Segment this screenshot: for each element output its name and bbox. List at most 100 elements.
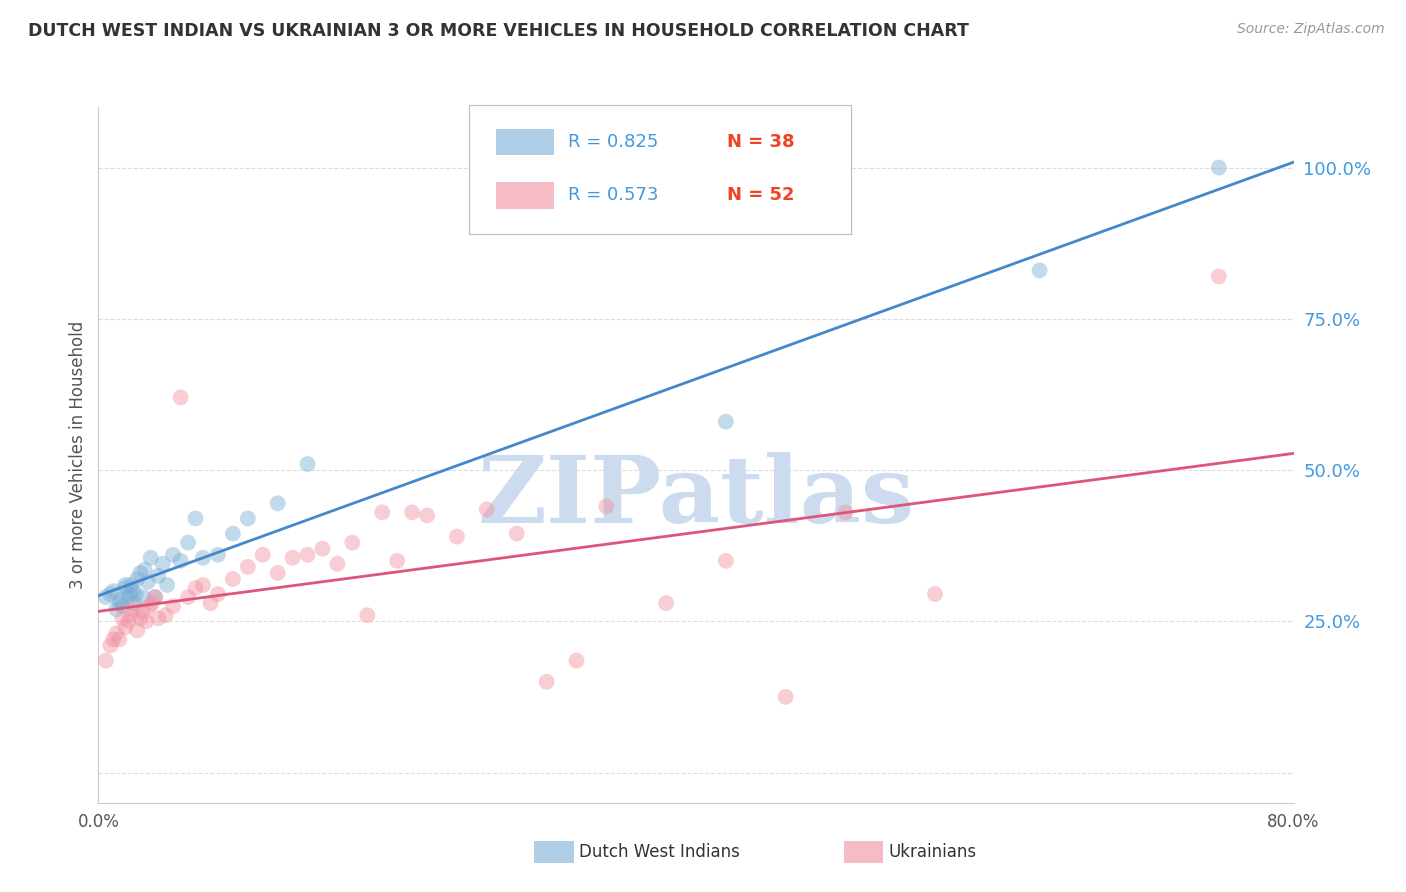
Point — [297, 457, 319, 471]
Point — [162, 599, 184, 614]
Point — [775, 690, 797, 704]
Bar — [496, 128, 554, 155]
Point — [311, 541, 333, 556]
Point — [114, 578, 136, 592]
Bar — [844, 841, 883, 863]
Text: N = 38: N = 38 — [727, 133, 794, 151]
Point — [139, 550, 162, 565]
Point — [222, 572, 245, 586]
Point — [595, 500, 617, 514]
Point — [714, 415, 737, 429]
Text: ZIPatlas: ZIPatlas — [478, 451, 914, 541]
Point — [120, 578, 142, 592]
Point — [297, 548, 319, 562]
Point — [236, 511, 259, 525]
Point — [177, 590, 200, 604]
Point — [169, 391, 191, 405]
Point — [191, 578, 214, 592]
Point — [536, 674, 558, 689]
Bar — [534, 841, 574, 863]
Point — [108, 632, 131, 647]
Point — [416, 508, 439, 523]
Text: Dutch West Indians: Dutch West Indians — [579, 843, 740, 861]
Point — [110, 593, 132, 607]
Point — [143, 590, 166, 604]
Point — [356, 608, 378, 623]
Point — [267, 566, 290, 580]
Point — [124, 602, 146, 616]
Point — [152, 557, 174, 571]
Point — [134, 563, 156, 577]
Point — [162, 548, 184, 562]
Point — [281, 550, 304, 565]
Point — [117, 615, 139, 629]
Bar — [496, 182, 554, 209]
Point — [136, 574, 159, 589]
Point — [169, 554, 191, 568]
Point — [1208, 269, 1230, 284]
Point — [108, 596, 131, 610]
Point — [184, 581, 207, 595]
Point — [191, 550, 214, 565]
Point — [475, 502, 498, 516]
Point — [506, 526, 529, 541]
Point — [138, 599, 160, 614]
Text: R = 0.825: R = 0.825 — [568, 133, 658, 151]
Point — [105, 602, 128, 616]
Point — [385, 554, 409, 568]
Point — [252, 548, 274, 562]
Point — [125, 587, 148, 601]
Point — [371, 505, 394, 519]
Point — [129, 566, 152, 580]
Point — [103, 584, 125, 599]
Point — [236, 559, 259, 574]
Point — [714, 554, 737, 568]
Point — [94, 590, 117, 604]
Point — [98, 639, 122, 653]
FancyBboxPatch shape — [470, 105, 851, 234]
Point — [118, 587, 141, 601]
Point — [326, 557, 349, 571]
Point — [446, 530, 468, 544]
Y-axis label: 3 or more Vehicles in Household: 3 or more Vehicles in Household — [69, 321, 87, 589]
Point — [111, 599, 134, 614]
Point — [94, 654, 117, 668]
Text: Ukrainians: Ukrainians — [889, 843, 977, 861]
Text: R = 0.573: R = 0.573 — [568, 186, 658, 204]
Text: N = 52: N = 52 — [727, 186, 794, 204]
Point — [834, 505, 856, 519]
Point — [143, 590, 166, 604]
Point — [207, 587, 229, 601]
Point — [114, 581, 136, 595]
Point — [267, 496, 290, 510]
Point — [222, 526, 245, 541]
Point — [1208, 161, 1230, 175]
Text: Source: ZipAtlas.com: Source: ZipAtlas.com — [1237, 22, 1385, 37]
Point — [127, 624, 149, 638]
Point — [141, 596, 163, 610]
Point — [155, 608, 177, 623]
Point — [111, 611, 134, 625]
Point — [124, 596, 146, 610]
Point — [127, 572, 149, 586]
Point — [117, 590, 139, 604]
Point — [132, 605, 155, 619]
Point — [98, 587, 122, 601]
Point — [401, 505, 423, 519]
Point — [132, 590, 155, 604]
Point — [135, 615, 157, 629]
Point — [655, 596, 678, 610]
Point — [177, 535, 200, 549]
Point — [200, 596, 222, 610]
Point — [103, 632, 125, 647]
Point — [148, 611, 170, 625]
Point — [121, 584, 143, 599]
Point — [120, 608, 142, 623]
Point — [342, 535, 364, 549]
Point — [114, 620, 136, 634]
Point — [565, 654, 588, 668]
Point — [105, 626, 128, 640]
Point — [924, 587, 946, 601]
Point — [129, 611, 152, 625]
Point — [184, 511, 207, 525]
